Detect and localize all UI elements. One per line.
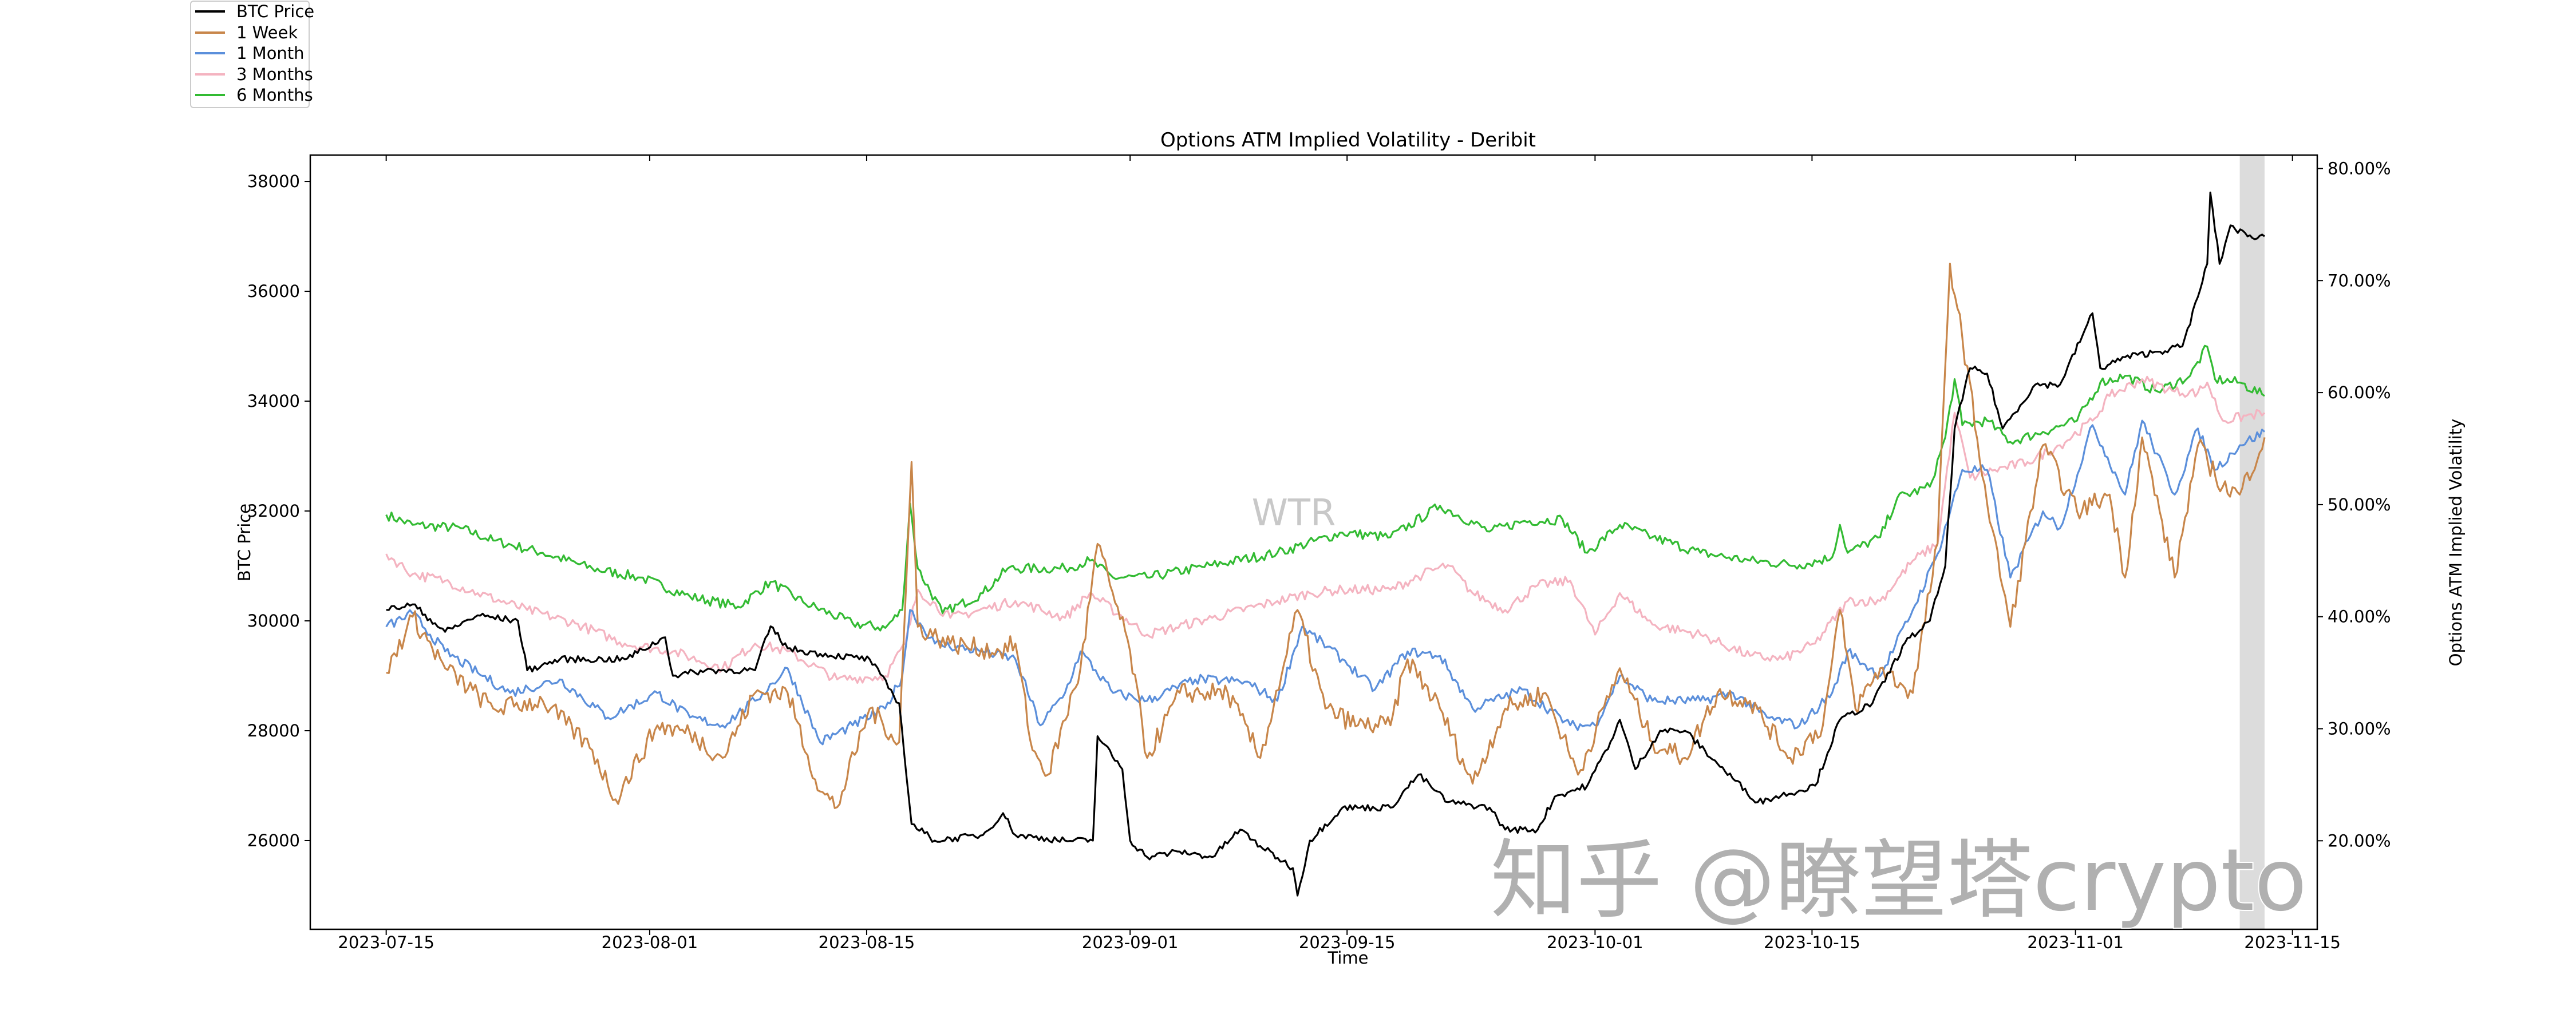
left-y-axis-ticks: 26000 28000 30000 32000 34000 36000 38000 bbox=[247, 172, 310, 850]
right-y-tick-label: 40.00% bbox=[2328, 607, 2391, 627]
series-line-btc-price bbox=[386, 191, 2265, 897]
x-tick-label: 2023-09-15 bbox=[1299, 933, 1396, 952]
legend-label-6-months: 6 Months bbox=[236, 85, 313, 105]
chart-title: Options ATM Implied Volatility - Deribit bbox=[1160, 129, 1536, 152]
series-line-6-months bbox=[385, 344, 2265, 632]
left-y-tick-label: 30000 bbox=[247, 611, 300, 631]
watermark-zhihu: 知乎 @瞭望塔crypto bbox=[1491, 831, 2307, 930]
right-y-axis-label: Options ATM Implied Volatility bbox=[2446, 419, 2466, 667]
legend-label-1-week: 1 Week bbox=[236, 23, 298, 42]
x-axis-ticks: 2023-07-15 2023-08-01 2023-08-15 2023-09-01… bbox=[338, 155, 2341, 952]
right-y-tick-label: 70.00% bbox=[2328, 271, 2391, 290]
x-tick-label: 2023-11-01 bbox=[2027, 933, 2124, 952]
legend-label-btc-price: BTC Price bbox=[236, 2, 314, 21]
x-tick-label: 2023-09-01 bbox=[1082, 933, 1179, 952]
highlight-shaded-region bbox=[2239, 155, 2265, 929]
right-y-tick-label: 50.00% bbox=[2328, 495, 2391, 514]
plot-frame bbox=[309, 154, 2318, 930]
right-y-tick-label: 20.00% bbox=[2328, 831, 2391, 850]
series-line-3-months bbox=[385, 375, 2266, 684]
right-y-tick-label: 80.00% bbox=[2328, 159, 2391, 178]
legend-label-3-months: 3 Months bbox=[236, 65, 313, 84]
series-line-1-week bbox=[386, 263, 2266, 809]
left-y-tick-label: 34000 bbox=[247, 391, 300, 411]
x-tick-label: 2023-11-15 bbox=[2244, 933, 2341, 952]
left-y-axis-label: BTC Price bbox=[235, 504, 254, 581]
legend-label-1-month: 1 Month bbox=[236, 43, 305, 63]
watermark-wtr: WTR bbox=[1252, 492, 1336, 534]
series-lines bbox=[385, 191, 2266, 897]
series-line-1-month bbox=[385, 419, 2266, 746]
x-tick-label: 2023-07-15 bbox=[338, 933, 434, 952]
right-y-axis-ticks: 20.00% 30.00% 40.00% 50.00% 60.00% 70.00% 80.0… bbox=[2317, 159, 2391, 850]
right-y-tick-label: 30.00% bbox=[2328, 719, 2391, 739]
x-tick-label: 2023-10-01 bbox=[1547, 933, 1643, 952]
left-y-tick-label: 36000 bbox=[247, 282, 300, 301]
x-axis-label: Time bbox=[1327, 948, 1369, 968]
left-y-tick-label: 38000 bbox=[247, 172, 300, 191]
right-y-tick-label: 60.00% bbox=[2328, 383, 2391, 402]
plot-background bbox=[310, 155, 2317, 929]
left-y-tick-label: 32000 bbox=[247, 501, 300, 521]
x-tick-label: 2023-08-15 bbox=[819, 933, 915, 952]
left-y-tick-label: 28000 bbox=[247, 721, 300, 740]
x-tick-label: 2023-10-15 bbox=[1764, 933, 1860, 952]
x-tick-label: 2023-08-01 bbox=[602, 933, 698, 952]
left-y-tick-label: 26000 bbox=[247, 831, 300, 850]
legend-box bbox=[190, 1, 310, 108]
